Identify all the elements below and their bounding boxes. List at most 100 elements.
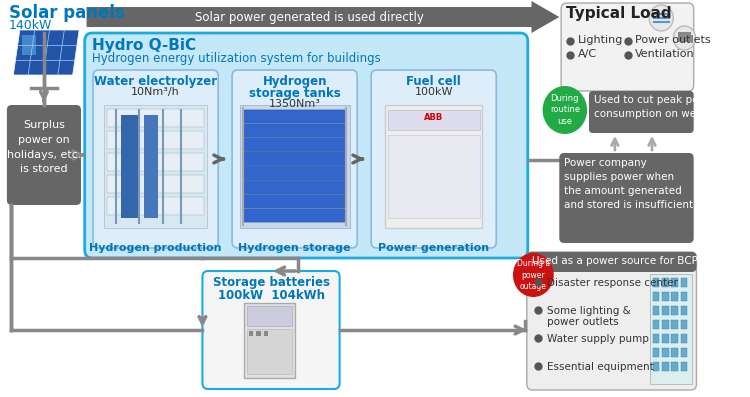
FancyBboxPatch shape [243, 124, 346, 137]
Bar [671, 320, 678, 329]
Bar [104, 105, 207, 228]
Bar [107, 109, 204, 127]
FancyBboxPatch shape [526, 252, 697, 390]
Text: storage tanks: storage tanks [249, 87, 340, 100]
FancyBboxPatch shape [243, 138, 346, 151]
Bar [107, 153, 204, 171]
Circle shape [674, 26, 695, 50]
Text: Water supply pump: Water supply pump [548, 334, 649, 344]
Text: Used to cut peak power
consumption on weekdays: Used to cut peak power consumption on we… [593, 95, 733, 119]
Bar [681, 292, 687, 301]
FancyBboxPatch shape [202, 271, 340, 389]
FancyBboxPatch shape [93, 70, 218, 248]
FancyBboxPatch shape [371, 70, 496, 248]
Bar [247, 329, 292, 374]
Bar [653, 278, 659, 287]
FancyBboxPatch shape [589, 91, 694, 133]
FancyBboxPatch shape [243, 195, 346, 208]
Bar [244, 303, 295, 378]
Bar [247, 306, 292, 326]
Text: Solar panels: Solar panels [9, 4, 124, 22]
Text: 1350Nm³: 1350Nm³ [268, 99, 320, 109]
Bar [671, 292, 678, 301]
Bar [681, 320, 687, 329]
Text: Water electrolyzer: Water electrolyzer [94, 75, 218, 88]
Text: ABB: ABB [424, 113, 443, 122]
Text: A/C: A/C [578, 49, 597, 59]
Text: Fuel cell: Fuel cell [406, 75, 461, 88]
Bar [121, 115, 140, 218]
Text: Used as a power source for BCP: Used as a power source for BCP [532, 256, 698, 266]
Text: Ventilation: Ventilation [635, 49, 695, 59]
FancyBboxPatch shape [243, 181, 346, 194]
Text: Solar power generated is used directly: Solar power generated is used directly [194, 10, 424, 23]
FancyBboxPatch shape [526, 252, 697, 272]
FancyBboxPatch shape [7, 105, 81, 205]
Bar [681, 278, 687, 287]
Bar [662, 278, 669, 287]
Bar [671, 348, 678, 357]
Bar [388, 110, 479, 130]
Bar [263, 331, 268, 336]
Text: Essential equipment: Essential equipment [548, 362, 654, 372]
Text: Disaster response center: Disaster response center [548, 278, 678, 288]
Bar [681, 348, 687, 357]
Text: During
routine
use: During routine use [550, 94, 580, 126]
Bar [662, 320, 669, 329]
Text: Hydrogen production: Hydrogen production [89, 243, 222, 253]
Text: Some lighting &: Some lighting & [548, 306, 631, 316]
Circle shape [650, 5, 674, 31]
Bar [107, 197, 204, 215]
Bar [650, 274, 692, 384]
Bar [653, 306, 659, 315]
Bar [671, 278, 678, 287]
FancyBboxPatch shape [561, 3, 694, 91]
Bar [671, 306, 678, 315]
Text: power outlets: power outlets [548, 317, 619, 327]
Bar [681, 334, 687, 343]
Bar [662, 362, 669, 371]
Text: Power company
supplies power when
the amount generated
and stored is insufficien: Power company supplies power when the am… [564, 158, 693, 210]
Text: Lighting: Lighting [578, 35, 623, 45]
Bar [653, 334, 659, 343]
Bar [107, 175, 204, 193]
Text: 10Nm³/h: 10Nm³/h [131, 87, 180, 97]
Bar [107, 131, 204, 149]
Bar [249, 331, 254, 336]
Bar [239, 105, 350, 228]
Text: Typical Load: Typical Load [566, 6, 671, 21]
FancyBboxPatch shape [560, 153, 694, 243]
Polygon shape [86, 1, 560, 33]
Text: Power generation: Power generation [378, 243, 489, 253]
Bar [678, 32, 691, 42]
Text: Storage batteries: Storage batteries [212, 276, 329, 289]
Text: 100kW  104kWh: 100kW 104kWh [217, 289, 325, 302]
Text: 100kW: 100kW [415, 87, 453, 97]
Bar [388, 135, 479, 218]
Text: Hydro Q-BiC: Hydro Q-BiC [92, 38, 196, 53]
Bar [671, 362, 678, 371]
Circle shape [513, 253, 554, 297]
Bar [662, 334, 669, 343]
Bar [671, 334, 678, 343]
Bar [653, 348, 659, 357]
FancyBboxPatch shape [243, 152, 346, 166]
Bar [662, 292, 669, 301]
FancyBboxPatch shape [232, 70, 357, 248]
Bar [256, 331, 261, 336]
Bar [22, 35, 35, 55]
Text: Power outlets: Power outlets [635, 35, 711, 45]
Bar [662, 348, 669, 357]
Bar [662, 306, 669, 315]
Text: Hydrogen energy utilization system for buildings: Hydrogen energy utilization system for b… [92, 52, 381, 65]
FancyBboxPatch shape [243, 209, 346, 222]
Text: Surplus
power on
holidays, etc.
is stored: Surplus power on holidays, etc. is store… [7, 120, 81, 174]
Text: During a
power
outage: During a power outage [517, 259, 550, 291]
Bar [144, 115, 158, 218]
FancyBboxPatch shape [85, 33, 528, 258]
Circle shape [542, 86, 587, 134]
FancyBboxPatch shape [243, 110, 346, 123]
Text: 140kW: 140kW [9, 19, 52, 32]
Bar [681, 362, 687, 371]
Bar [653, 362, 659, 371]
